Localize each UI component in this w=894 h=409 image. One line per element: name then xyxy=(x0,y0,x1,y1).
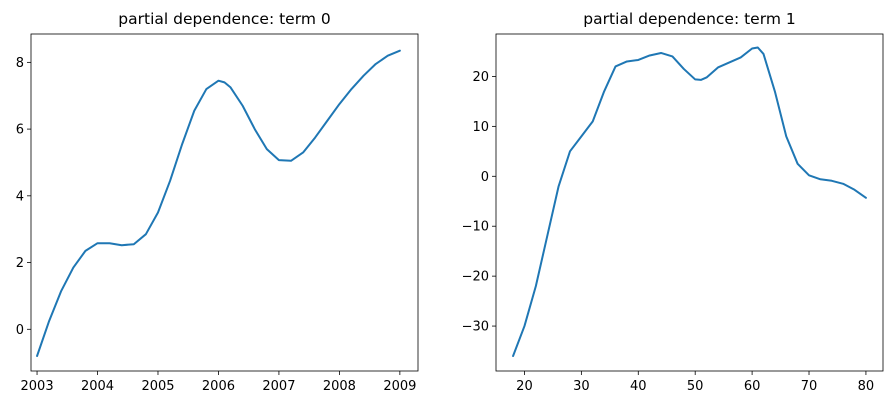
y-tick-label: 4 xyxy=(16,189,24,204)
x-tick-label: 2006 xyxy=(202,379,235,394)
x-tick-label: 2009 xyxy=(383,379,416,394)
y-tick-label: 20 xyxy=(472,70,489,85)
x-tick-label: 2005 xyxy=(141,379,174,394)
x-tick-label: 50 xyxy=(687,379,704,394)
y-tick-label: 8 xyxy=(16,56,24,71)
y-tick-label: −20 xyxy=(462,270,489,285)
chart-title: partial dependence: term 1 xyxy=(583,10,795,28)
y-tick-label: 10 xyxy=(472,120,489,135)
x-tick-label: 2007 xyxy=(262,379,295,394)
x-tick-label: 2003 xyxy=(21,379,54,394)
x-tick-label: 40 xyxy=(630,379,647,394)
y-tick-label: 2 xyxy=(16,256,24,271)
x-tick-label: 60 xyxy=(744,379,761,394)
axis-ticks: 2003 2004 2005 2006 2007 2008 2009 0 2 4 6 8 xyxy=(16,56,417,394)
y-tick-label: 0 xyxy=(16,323,24,338)
x-tick-label: 2008 xyxy=(323,379,356,394)
x-tick-label: 20 xyxy=(516,379,533,394)
x-tick-label: 70 xyxy=(801,379,818,394)
chart-term-1: partial dependence: term 1 20 30 40 50 60 70 8… xyxy=(462,10,884,394)
plot-frame xyxy=(495,33,884,372)
y-tick-label: 0 xyxy=(481,170,489,185)
chart-term-0: partial dependence: term 0 2003 2004 2005 2… xyxy=(16,10,419,394)
series-line xyxy=(36,49,401,357)
x-tick-label: 30 xyxy=(573,379,590,394)
x-tick-label: 2004 xyxy=(81,379,114,394)
plot-frame xyxy=(30,33,419,372)
axis-ticks: 20 30 40 50 60 70 80 −30 −20 −10 0 10 20 xyxy=(462,70,875,394)
chart-marks xyxy=(512,46,867,358)
y-tick-label: 6 xyxy=(16,123,24,138)
x-tick-label: 80 xyxy=(858,379,875,394)
y-tick-label: −30 xyxy=(462,320,489,335)
series-line xyxy=(512,46,867,358)
chart-title: partial dependence: term 0 xyxy=(118,10,330,28)
y-tick-label: −10 xyxy=(462,220,489,235)
chart-marks xyxy=(36,49,401,357)
